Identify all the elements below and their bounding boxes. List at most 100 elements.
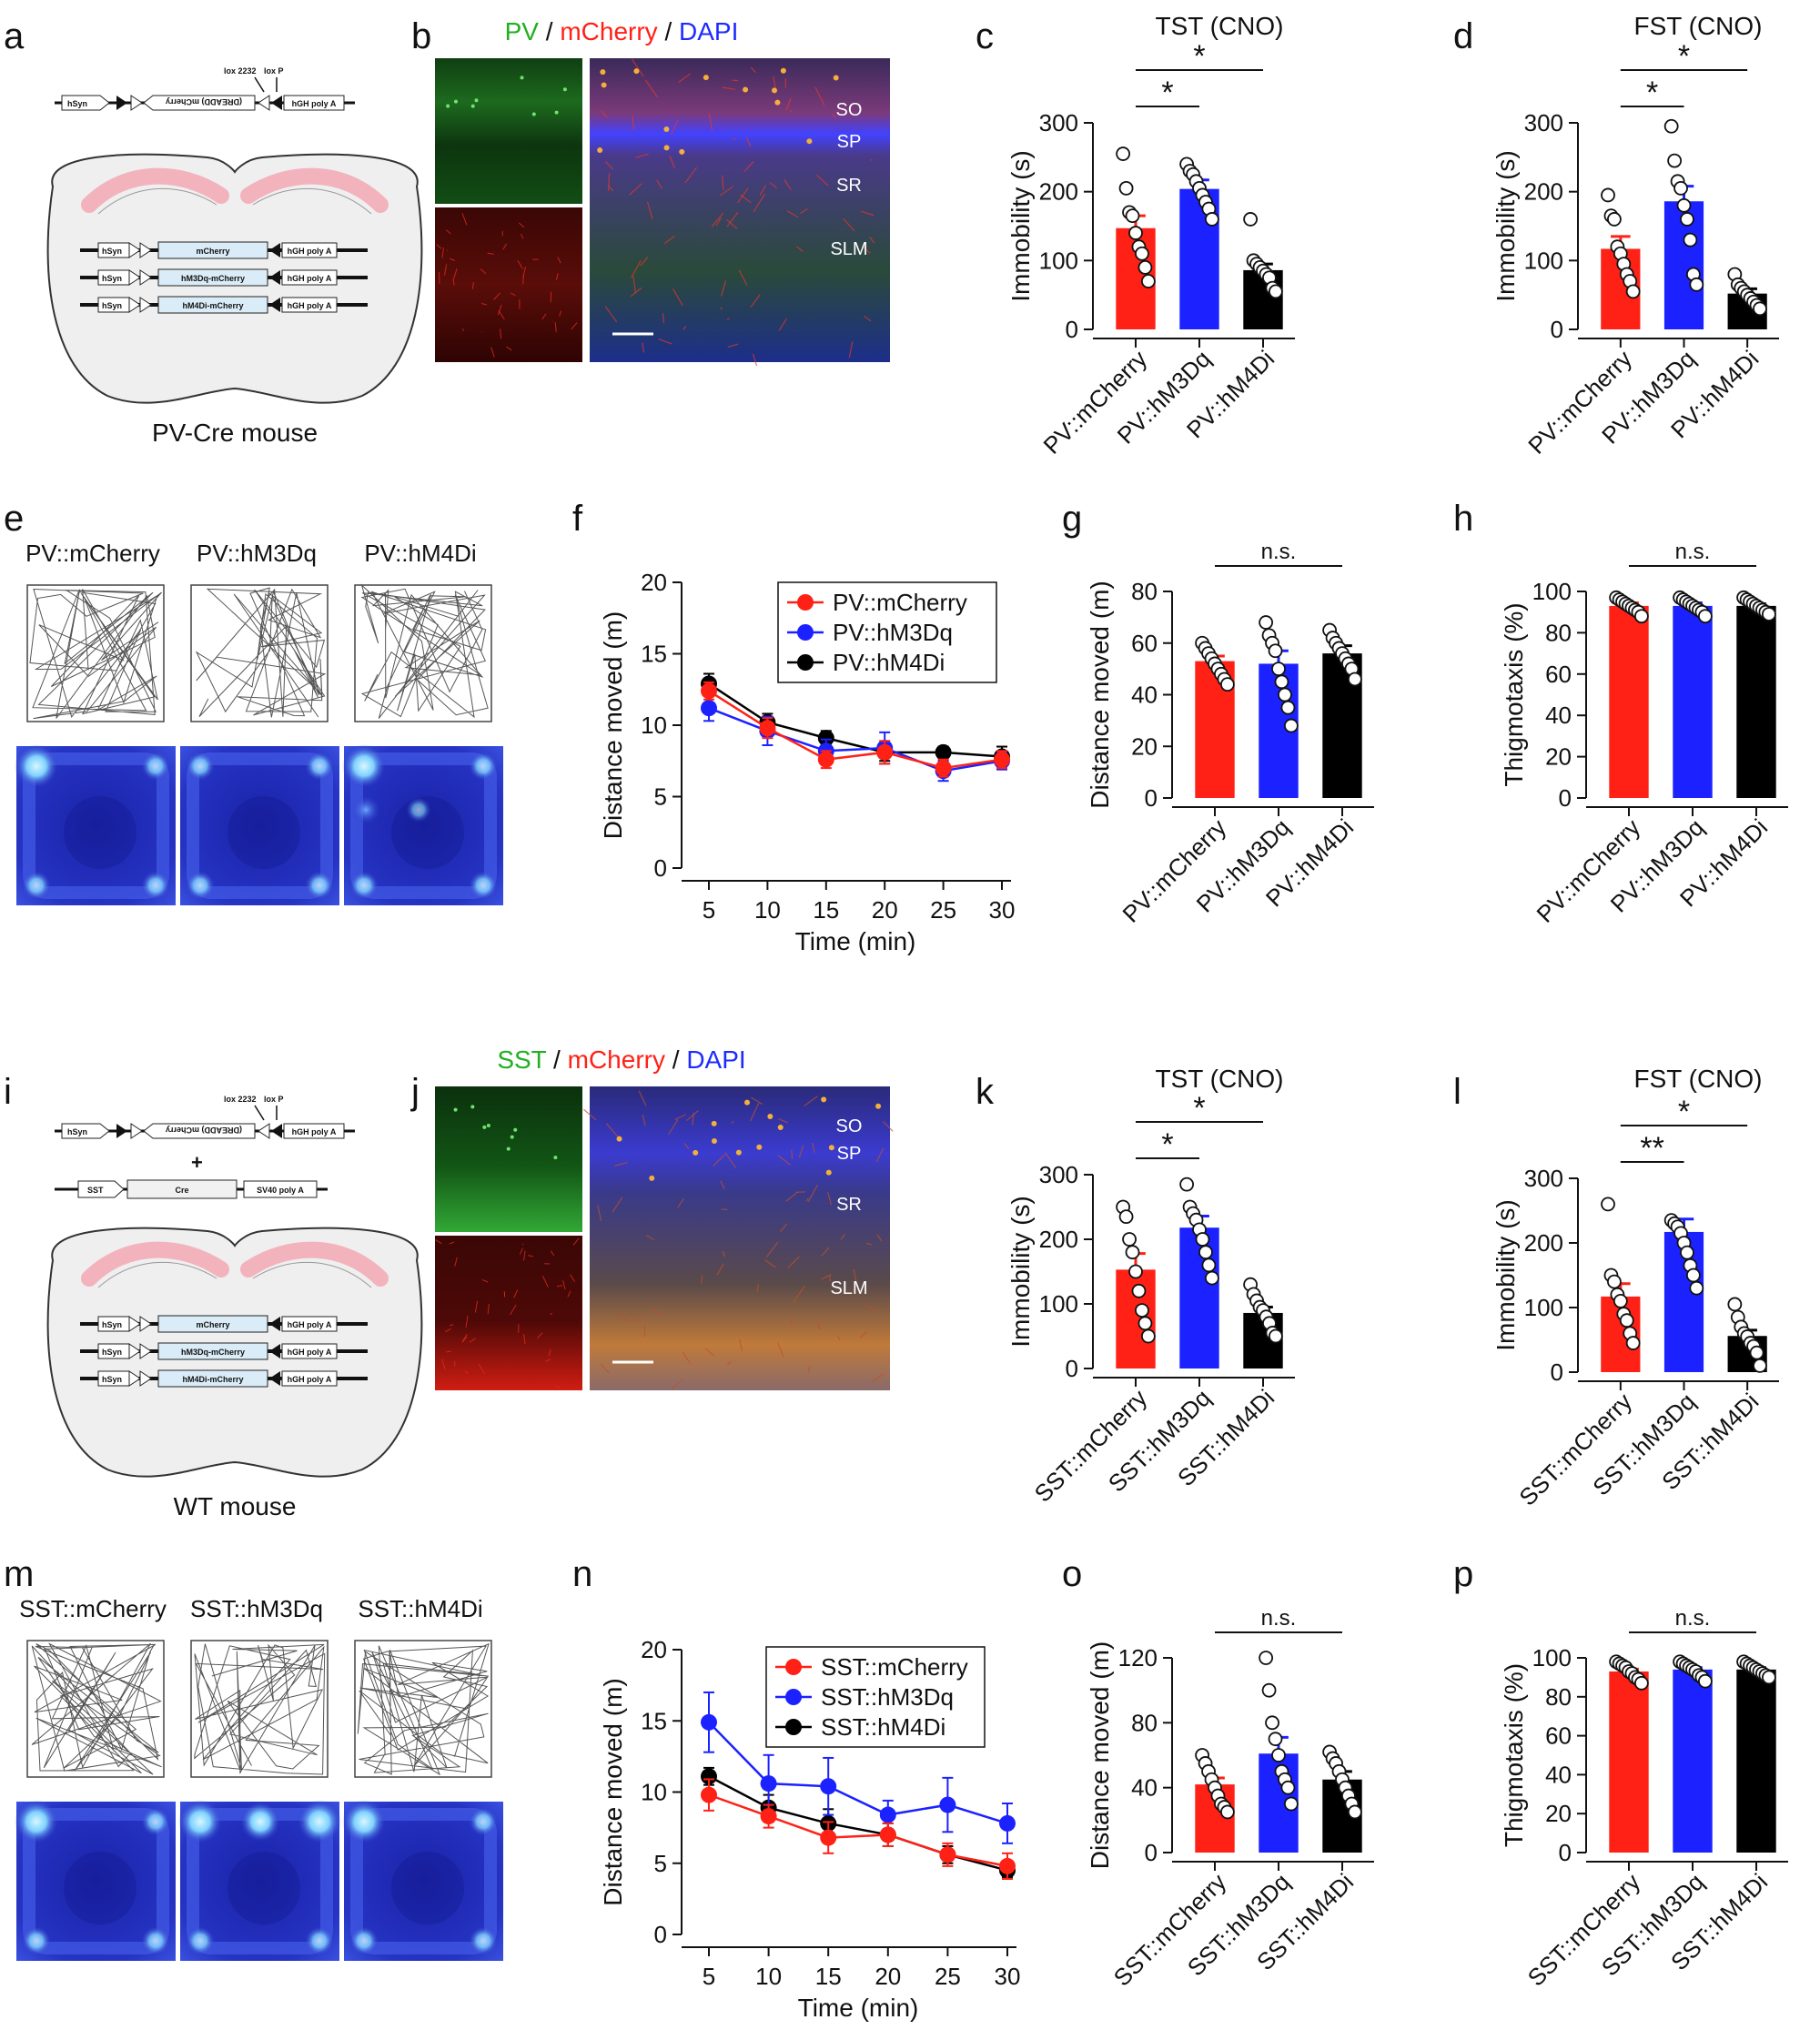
data-point	[1221, 1805, 1234, 1818]
cell-body-mark	[649, 1176, 654, 1181]
data-point	[1678, 199, 1691, 212]
data-point	[701, 682, 717, 699]
cell-body-mark	[664, 145, 670, 150]
cell-body-mark	[703, 75, 709, 80]
cell-body-mark	[767, 1114, 773, 1119]
promoter-label: hSyn	[67, 99, 87, 108]
fiber-mark	[523, 276, 524, 285]
data-point	[759, 720, 775, 736]
group-label: PV::hM3Dq	[197, 540, 317, 567]
figure-page: abcdefghijklmnophSyn(DREADD) mCherryhGH …	[0, 0, 1820, 2030]
title-part: /	[546, 1045, 567, 1074]
data-point	[1687, 1269, 1700, 1282]
bar-chart-p: 020406080100Thigmotaxis (%)SST::mCherryS…	[1500, 1606, 1788, 1992]
data-point	[1728, 1298, 1741, 1310]
heatmap-hotspot	[22, 1926, 51, 1955]
data-point	[701, 1787, 717, 1803]
title-part: DAPI	[679, 17, 738, 45]
legend-marker	[785, 1659, 802, 1675]
y-tick-label: 40	[1131, 682, 1158, 709]
cell-body-mark	[482, 1126, 486, 1129]
y-tick-label: 40	[1545, 1761, 1572, 1788]
significance-label: n.s.	[1675, 540, 1711, 564]
open-field-m: SST::mCherrySST::hM3DqSST::hM4Di	[15, 1595, 503, 1961]
x-tick-label: 15	[815, 1963, 842, 1990]
micrograph-title: PV / mCherry / DAPI	[505, 17, 739, 45]
heatmap-hotspot	[469, 871, 498, 900]
cell-body-mark	[826, 1170, 832, 1176]
polyA-label: hGH poly A	[292, 1127, 337, 1136]
cell-body-mark	[781, 68, 786, 74]
group-label: PV::mCherry	[25, 540, 160, 567]
cell-body-mark	[470, 1105, 474, 1108]
bar	[1609, 1671, 1648, 1853]
plus-sign: +	[191, 1151, 203, 1174]
title-part: SST	[497, 1045, 546, 1074]
polyA-label: hGH poly A	[288, 274, 332, 283]
legend-label: PV::hM3Dq	[833, 619, 953, 646]
cell-body-mark	[532, 113, 536, 116]
cell-body-mark	[474, 98, 478, 102]
y-tick-label: 80	[1545, 1683, 1572, 1711]
data-point	[1132, 1285, 1145, 1298]
y-tick-label: 40	[1131, 1774, 1158, 1802]
heatmap-hotspot	[15, 1800, 58, 1843]
region-label: SO	[836, 100, 863, 120]
x-tick-label: 10	[755, 1963, 782, 1990]
y-tick-label: 300	[1039, 1161, 1078, 1188]
insert-label: hM3Dq-mCherry	[181, 274, 245, 283]
y-tick-label: 0	[654, 854, 667, 882]
data-point	[1281, 1782, 1294, 1794]
polyA-label: hGH poly A	[288, 301, 332, 310]
legend-label: SST::mCherry	[821, 1653, 968, 1681]
panel-label-m: m	[4, 1554, 34, 1594]
heatmap-hotspot	[469, 752, 498, 781]
micrograph-b: PV / mCherry / DAPISOSPSRSLM	[435, 17, 890, 366]
data-point	[1266, 1716, 1279, 1729]
y-tick-label: 5	[654, 783, 667, 811]
bar-chart-o: 04080120Distance moved (m)SST::mCherrySS…	[1086, 1606, 1374, 1992]
data-point	[1281, 702, 1294, 714]
cell-body-mark	[821, 1096, 826, 1102]
chart-title: FST (CNO)	[1633, 1065, 1762, 1093]
y-tick-label: 100	[1039, 247, 1078, 274]
x-tick-label: 10	[754, 896, 781, 924]
y-tick-label: 80	[1131, 1709, 1158, 1736]
y-tick-label: 5	[654, 1850, 667, 1877]
cell-body-mark	[602, 82, 607, 87]
legend-label: SST::hM4Di	[821, 1713, 945, 1741]
data-point	[1751, 1347, 1764, 1359]
panel-label-d: d	[1453, 16, 1473, 56]
y-tick-label: 200	[1039, 178, 1078, 206]
significance-label: *	[1678, 39, 1690, 74]
data-point	[1681, 213, 1694, 226]
data-point	[1129, 1266, 1142, 1278]
cell-body-mark	[774, 100, 780, 106]
heatmap-hotspot	[469, 1807, 498, 1836]
cell-body-mark	[600, 69, 605, 75]
legend-marker	[797, 654, 814, 671]
data-point	[1602, 1197, 1614, 1210]
data-point	[1123, 1233, 1136, 1246]
region-label: SLM	[830, 1278, 867, 1298]
heatmap-hotspot	[305, 752, 334, 781]
data-point	[1754, 302, 1766, 315]
cell-body-mark	[772, 87, 777, 93]
bar	[1673, 606, 1712, 798]
bar	[1736, 1670, 1775, 1853]
cell-body-mark	[511, 1136, 514, 1139]
lox-label: lox P	[264, 1095, 284, 1104]
data-point	[1269, 644, 1282, 657]
panel-label-e: e	[4, 499, 24, 539]
cell-body-mark	[513, 1128, 517, 1132]
red-channel-image	[435, 207, 582, 362]
region-label: SR	[836, 1195, 862, 1215]
lox-arrow-icon	[258, 1124, 269, 1138]
data-point	[1754, 1359, 1766, 1372]
y-axis-label: Distance moved (m)	[599, 1678, 627, 1906]
insert-label: (DREADD) mCherry	[166, 1126, 242, 1135]
data-point	[1138, 1317, 1151, 1329]
fiber-mark	[439, 272, 440, 284]
lox-arrow-icon	[131, 96, 142, 110]
y-tick-label: 20	[641, 1636, 667, 1663]
